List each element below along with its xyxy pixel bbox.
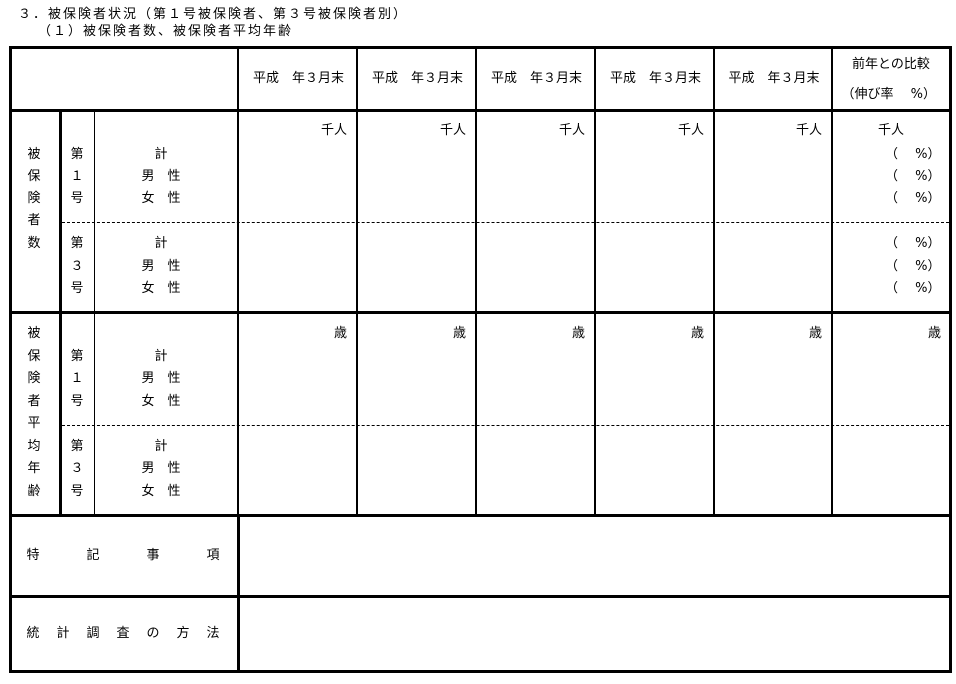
table-border-right (949, 46, 952, 673)
column-divider (475, 46, 477, 515)
survey-method-label-char: 統 (26, 626, 40, 641)
growth-rate-placeholder: （ %） (885, 259, 941, 274)
growth-rate-placeholder: （ %） (885, 169, 941, 184)
row-label: 男 性 (141, 461, 181, 476)
survey-method-label-char: の (146, 626, 160, 641)
row-label: 女 性 (141, 394, 181, 409)
column-divider (831, 46, 833, 515)
row-label: 計 (154, 147, 168, 162)
column-divider (237, 46, 239, 515)
row-label: 男 性 (141, 259, 181, 274)
section-label-char: 保 (27, 169, 41, 184)
row-label: 男 性 (141, 371, 181, 386)
unit-label: 歳 (334, 326, 348, 341)
row-label: 計 (154, 236, 168, 251)
group-label-char: 号 (70, 484, 84, 499)
survey-method-label-char: 法 (206, 626, 220, 641)
survey-method-label-char: 査 (116, 626, 130, 641)
special-notes-label-char: 事 (146, 548, 160, 563)
unit-label: 千人 (796, 123, 823, 138)
unit-label: 千人 (678, 123, 705, 138)
row-label: 女 性 (141, 191, 181, 206)
survey-method-label-char: 調 (86, 626, 100, 641)
group-label-char: １ (70, 371, 84, 386)
growth-rate-placeholder: （ %） (885, 281, 941, 296)
growth-rate-placeholder: （ %） (885, 147, 941, 162)
unit-label: 歳 (691, 326, 705, 341)
section-label-char: 数 (27, 236, 41, 251)
year-header: 平成 年３月末 (610, 71, 702, 86)
column-divider-thin (94, 109, 95, 515)
group-label-char: 第 (70, 439, 84, 454)
comparison-unit: 歳 (928, 326, 942, 341)
section-label-char: 年 (27, 461, 41, 476)
row-divider (9, 109, 952, 112)
year-header: 平成 年３月末 (728, 71, 820, 86)
unit-label: 歳 (572, 326, 586, 341)
column-divider (356, 46, 358, 515)
row-label: 男 性 (141, 169, 181, 184)
row-divider (9, 311, 952, 314)
table-border-left (9, 46, 12, 673)
table-border-bottom (9, 670, 952, 673)
group-label-char: 第 (70, 147, 84, 162)
section-label-char: 平 (27, 416, 41, 431)
group-label-char: 第 (70, 236, 84, 251)
unit-label: 千人 (440, 123, 467, 138)
section-label-char: 保 (27, 349, 41, 364)
column-divider (237, 514, 240, 673)
group-label-char: ３ (70, 461, 84, 476)
year-header: 平成 年３月末 (253, 71, 345, 86)
section-label-char: 者 (27, 394, 41, 409)
survey-method-label-char: 方 (176, 626, 190, 641)
column-divider (594, 46, 596, 515)
group-label-char: 号 (70, 394, 84, 409)
unit-label: 千人 (321, 123, 348, 138)
group-label-char: １ (70, 169, 84, 184)
column-divider (59, 109, 62, 515)
growth-rate-placeholder: （ %） (885, 191, 941, 206)
survey-method-label-char: 計 (56, 626, 70, 641)
section-label-char: 者 (27, 213, 41, 228)
row-label: 女 性 (141, 484, 181, 499)
column-divider (713, 46, 715, 515)
comparison-header-sub: （伸び率 %） (841, 87, 937, 102)
unit-label: 歳 (809, 326, 823, 341)
group-label-char: 号 (70, 281, 84, 296)
section-label-char: 均 (27, 439, 41, 454)
unit-label: 千人 (559, 123, 586, 138)
unit-label: 歳 (453, 326, 467, 341)
comparison-header: 前年との比較 (852, 57, 930, 72)
special-notes-label-char: 項 (206, 548, 220, 563)
row-label: 計 (154, 349, 168, 364)
group-label-char: 号 (70, 191, 84, 206)
report-heading: ３．被保険者状況（第１号被保険者、第３号被保険者別） (18, 7, 409, 22)
row-divider (9, 514, 952, 517)
section-label-char: 齢 (27, 484, 41, 499)
group-label-char: ３ (70, 259, 84, 274)
row-divider (9, 595, 952, 598)
row-label: 女 性 (141, 281, 181, 296)
special-notes-label-char: 記 (86, 548, 100, 563)
table-border-top (9, 46, 952, 49)
dashed-divider (62, 425, 949, 426)
section-label-char: 険 (27, 191, 41, 206)
report-subheading: （１）被保険者数、被保険者平均年齢 (38, 24, 294, 39)
section-label-char: 被 (27, 326, 41, 341)
year-header: 平成 年３月末 (372, 71, 464, 86)
comparison-unit: 千人 (878, 123, 905, 138)
dashed-divider (62, 222, 949, 223)
section-label-char: 被 (27, 147, 41, 162)
growth-rate-placeholder: （ %） (885, 236, 941, 251)
row-label: 計 (154, 439, 168, 454)
special-notes-label-char: 特 (26, 548, 40, 563)
year-header: 平成 年３月末 (491, 71, 583, 86)
section-label-char: 険 (27, 371, 41, 386)
group-label-char: 第 (70, 349, 84, 364)
